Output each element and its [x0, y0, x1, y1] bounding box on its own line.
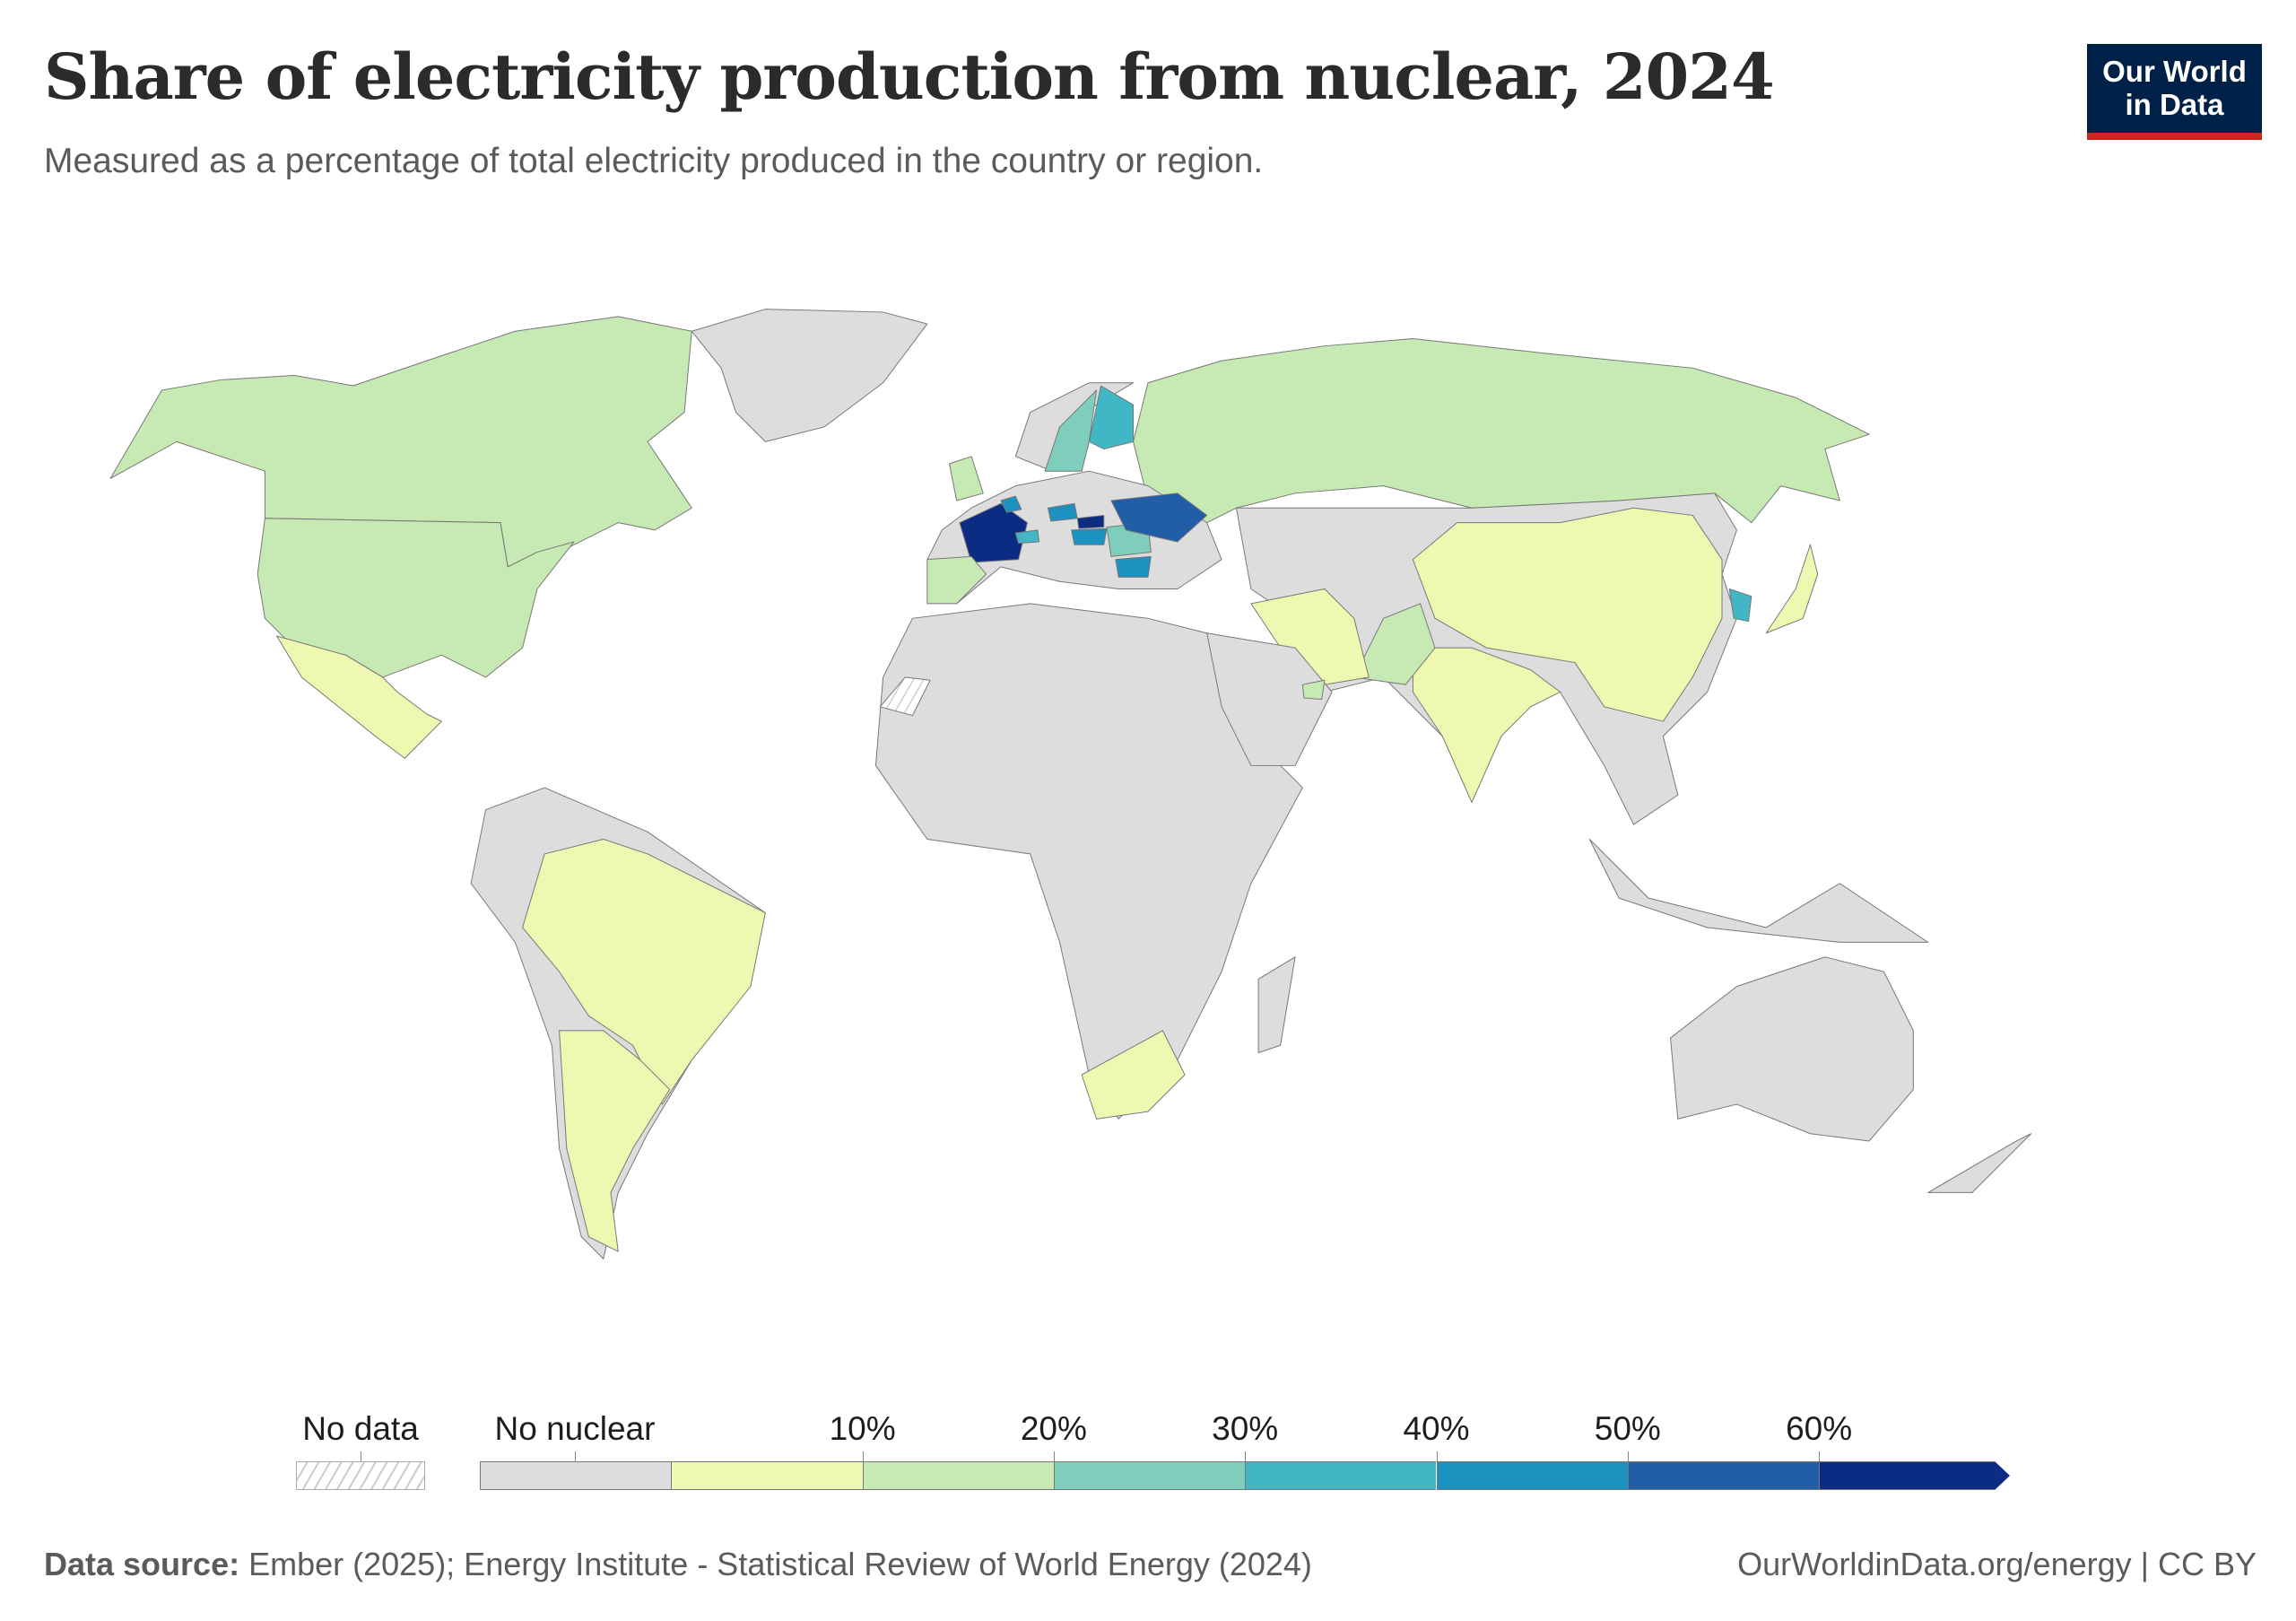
region-china[interactable] — [1412, 507, 1723, 722]
legend-tick-label: 50% — [1594, 1410, 1661, 1447]
legend-no-data-label: No data — [302, 1410, 419, 1447]
url-license[interactable]: OurWorldinData.org/energy | CC BY — [1737, 1546, 2257, 1582]
owid-logo[interactable]: Our World in Data — [2087, 44, 2262, 140]
data-source: Data source: Ember (2025); Energy Instit… — [44, 1546, 1312, 1583]
region-united-states[interactable] — [257, 518, 575, 678]
region-india[interactable] — [1412, 647, 1561, 803]
chart-title: Share of electricity production from nuc… — [44, 39, 1775, 114]
legend-bin-swatch[interactable] — [480, 1461, 672, 1490]
data-source-label: Data source: — [44, 1546, 240, 1582]
region-finland[interactable] — [1088, 385, 1135, 450]
region-arabia[interactable] — [1206, 632, 1333, 766]
legend-arrow-icon — [1995, 1461, 2011, 1490]
data-source-text: Ember (2025); Energy Institute - Statist… — [239, 1546, 1312, 1582]
region-new-zealand[interactable] — [1927, 1133, 2032, 1193]
region-brazil[interactable] — [522, 839, 766, 1105]
region-australia[interactable] — [1670, 956, 1914, 1142]
legend-bin-swatch[interactable] — [862, 1461, 1054, 1490]
region-spain[interactable] — [926, 555, 987, 605]
legend-tick — [1819, 1451, 1821, 1461]
legend-bin-swatch[interactable] — [1053, 1461, 1246, 1490]
region-switzerland[interactable] — [1014, 529, 1040, 545]
region-bulgaria[interactable] — [1115, 555, 1152, 578]
region-uae[interactable] — [1301, 679, 1326, 701]
region-hungary[interactable] — [1071, 527, 1108, 545]
legend-bin-swatch[interactable] — [671, 1461, 863, 1490]
legend-tick-label: 30% — [1212, 1410, 1279, 1447]
legend-tick — [1053, 1451, 1055, 1461]
logo-red-bar — [2087, 133, 2262, 140]
legend-tick-label: 60% — [1786, 1410, 1853, 1447]
region-united-kingdom[interactable] — [948, 456, 984, 501]
legend-bin-swatch[interactable] — [1436, 1461, 1628, 1490]
legend-tick-label: 10% — [829, 1410, 896, 1447]
region-greenland[interactable] — [691, 309, 928, 442]
region-western-sahara[interactable] — [879, 676, 931, 717]
logo-line-2: in Data — [2125, 88, 2224, 121]
legend-tick — [575, 1451, 576, 1461]
legend-bin-swatch[interactable] — [1627, 1461, 1820, 1490]
legend-tick-label: 40% — [1403, 1410, 1470, 1447]
region-africa[interactable] — [874, 603, 1303, 1120]
legend-tick — [1436, 1451, 1438, 1461]
legend-tick — [1627, 1451, 1629, 1461]
region-madagascar[interactable] — [1257, 956, 1296, 1053]
legend-bin-swatch[interactable] — [1819, 1461, 1996, 1490]
region-belgium[interactable] — [1000, 495, 1022, 513]
region-south-korea[interactable] — [1728, 588, 1752, 623]
region-indonesia[interactable] — [1588, 839, 1929, 943]
legend-tick — [1245, 1451, 1247, 1461]
region-ukraine[interactable] — [1110, 492, 1208, 543]
region-south-africa[interactable] — [1081, 1030, 1186, 1120]
legend-bin-swatch[interactable] — [1245, 1461, 1437, 1490]
legend-tick-label: 20% — [1020, 1410, 1087, 1447]
region-japan[interactable] — [1765, 544, 1819, 634]
region-mexico[interactable] — [276, 635, 442, 759]
region-pakistan[interactable] — [1353, 603, 1436, 685]
region-argentina[interactable] — [559, 1030, 671, 1252]
region-russia[interactable] — [1133, 337, 1870, 524]
region-slovakia[interactable] — [1076, 514, 1105, 529]
logo-line-1: Our World — [2102, 55, 2247, 88]
legend-no-nuclear-label: No nuclear — [494, 1410, 656, 1447]
legend-tick — [862, 1451, 864, 1461]
legend-no-data-swatch[interactable] — [296, 1461, 425, 1490]
region-sweden[interactable] — [1044, 389, 1098, 472]
chart-subtitle: Measured as a percentage of total electr… — [44, 142, 1264, 180]
